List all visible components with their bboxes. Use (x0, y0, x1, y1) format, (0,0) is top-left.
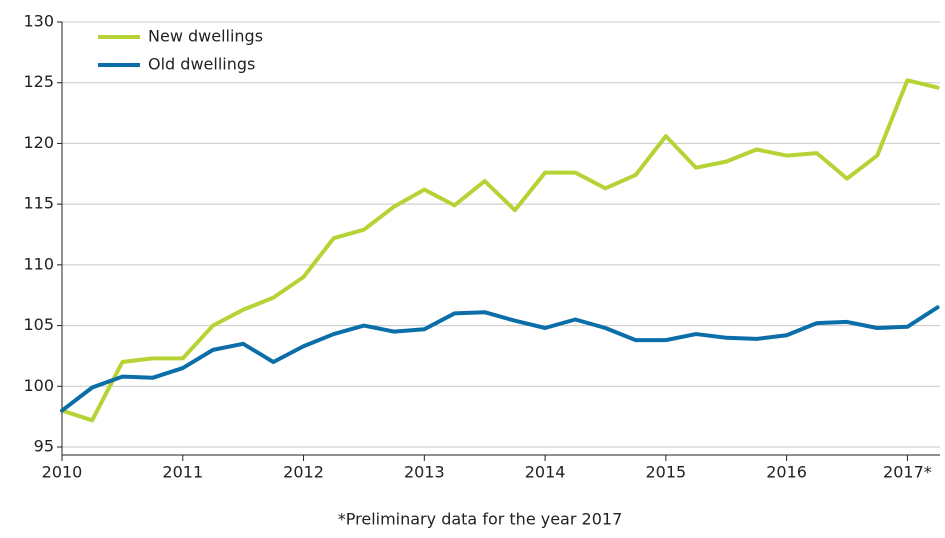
y-tick-label: 95 (34, 437, 54, 456)
footnote: *Preliminary data for the year 2017 (338, 510, 623, 529)
x-tick-label: 2017* (883, 463, 932, 482)
y-tick-label: 100 (23, 376, 54, 395)
x-tick-label: 2013 (404, 463, 445, 482)
legend-label: Old dwellings (148, 55, 255, 74)
series-line (60, 78, 940, 423)
y-tick-label: 105 (23, 315, 54, 334)
legend-label: New dwellings (148, 27, 263, 46)
series-line (60, 305, 940, 413)
y-tick-label: 125 (23, 72, 54, 91)
x-tick-label: 2016 (766, 463, 807, 482)
y-tick-label: 110 (23, 254, 54, 273)
x-tick-label: 2014 (525, 463, 566, 482)
x-tick-label: 2010 (42, 463, 83, 482)
x-tick-label: 2011 (162, 463, 203, 482)
x-tick-label: 2012 (283, 463, 324, 482)
y-tick-label: 115 (23, 194, 54, 213)
y-tick-label: 130 (23, 12, 54, 31)
x-tick-label: 2015 (645, 463, 686, 482)
y-tick-label: 120 (23, 133, 54, 152)
